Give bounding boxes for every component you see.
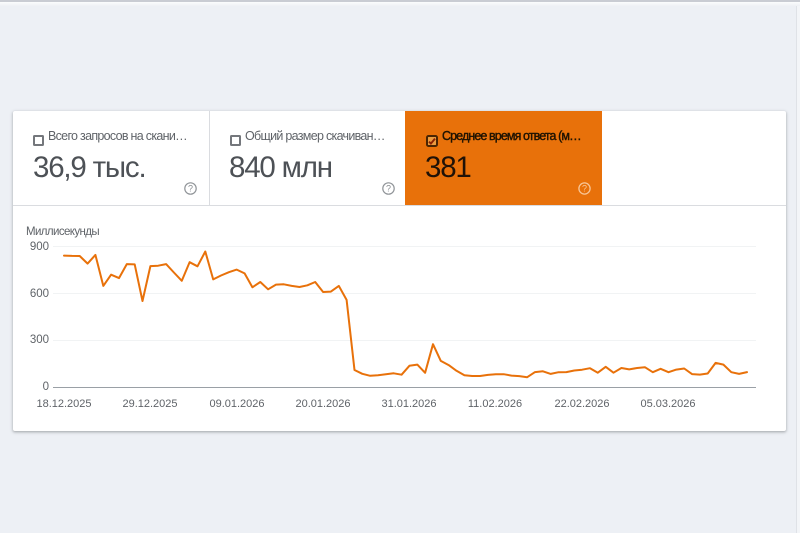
svg-text:?: ? [188,184,193,194]
svg-text:?: ? [582,184,587,194]
svg-text:?: ? [386,184,391,194]
